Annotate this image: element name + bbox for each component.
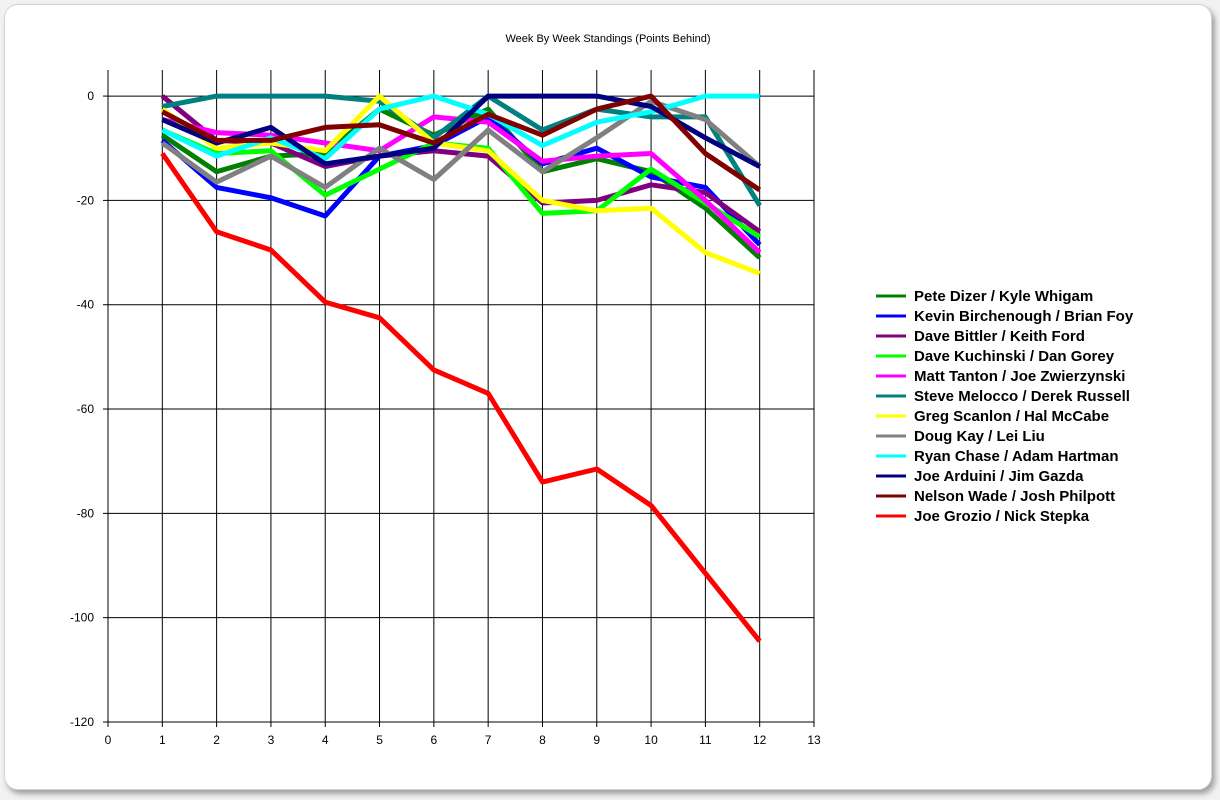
legend-item: Kevin Birchenough / Brian Foy — [876, 308, 1134, 325]
x-tick-label: 2 — [213, 733, 220, 747]
series-line — [161, 93, 762, 207]
legend-item: Greg Scanlon / Hal McCabe — [876, 408, 1109, 425]
chart-title: Week By Week Standings (Points Behind) — [505, 33, 710, 45]
x-tick-label: 7 — [485, 733, 492, 747]
legend-item: Joe Grozio / Nick Stepka — [876, 508, 1090, 525]
x-tick-label: 13 — [807, 733, 821, 747]
x-tick-label: 0 — [105, 733, 112, 747]
legend-item: Doug Kay / Lei Liu — [876, 428, 1045, 445]
series-line — [161, 93, 761, 169]
legend-label: Pete Dizer / Kyle Whigam — [914, 288, 1093, 305]
y-tick-label: -120 — [70, 715, 94, 729]
legend-label: Ryan Chase / Adam Hartman — [914, 448, 1119, 465]
legend-item: Dave Bittler / Keith Ford — [876, 328, 1085, 345]
y-tick-label: -80 — [77, 506, 95, 520]
legend-label: Joe Grozio / Nick Stepka — [914, 508, 1090, 525]
x-tick-label: 12 — [753, 733, 767, 747]
legend-label: Steve Melocco / Derek Russell — [914, 388, 1130, 405]
x-tick-label: 3 — [268, 733, 275, 747]
y-tick-label: -60 — [77, 402, 95, 416]
legend-label: Matt Tanton / Joe Zwierzynski — [914, 368, 1125, 385]
legend-label: Joe Arduini / Jim Gazda — [914, 468, 1084, 485]
axes: 0 1 2 3 4 5 6 7 8 9 10 11 12 130-20-40-60-80-100-120 — [70, 70, 821, 747]
x-tick-label: 4 — [322, 733, 329, 747]
x-tick-label: 6 — [431, 733, 438, 747]
legend-item: Dave Kuchinski / Dan Gorey — [876, 348, 1115, 365]
series-lines — [160, 93, 762, 643]
legend-label: Greg Scanlon / Hal McCabe — [914, 408, 1109, 425]
x-tick-label: 9 — [593, 733, 600, 747]
legend-item: Steve Melocco / Derek Russell — [876, 388, 1130, 405]
legend-item: Nelson Wade / Josh Philpott — [876, 488, 1115, 505]
x-tick-label: 1 — [159, 733, 166, 747]
legend-label: Dave Kuchinski / Dan Gorey — [914, 348, 1115, 365]
series-line — [160, 152, 762, 643]
y-tick-label: 0 — [87, 89, 94, 103]
x-tick-label: 10 — [644, 733, 658, 747]
legend-label: Nelson Wade / Josh Philpott — [914, 488, 1115, 505]
series-line — [160, 93, 761, 276]
legend-label: Doug Kay / Lei Liu — [914, 428, 1045, 445]
y-tick-label: -100 — [70, 611, 94, 625]
legend-item: Ryan Chase / Adam Hartman — [876, 448, 1119, 465]
legend-item: Joe Arduini / Jim Gazda — [876, 468, 1084, 485]
y-tick-label: -20 — [77, 193, 95, 207]
x-tick-label: 5 — [376, 733, 383, 747]
legend-item: Pete Dizer / Kyle Whigam — [876, 288, 1093, 305]
y-tick-label: -40 — [77, 298, 95, 312]
legend: Pete Dizer / Kyle Whigam Kevin Birchenoug… — [876, 288, 1134, 525]
legend-label: Dave Bittler / Keith Ford — [914, 328, 1085, 345]
series-line — [161, 93, 762, 193]
legend-label: Kevin Birchenough / Brian Foy — [914, 308, 1134, 325]
x-tick-label: 11 — [699, 733, 712, 747]
x-tick-label: 8 — [539, 733, 546, 747]
legend-item: Matt Tanton / Joe Zwierzynski — [876, 368, 1125, 385]
